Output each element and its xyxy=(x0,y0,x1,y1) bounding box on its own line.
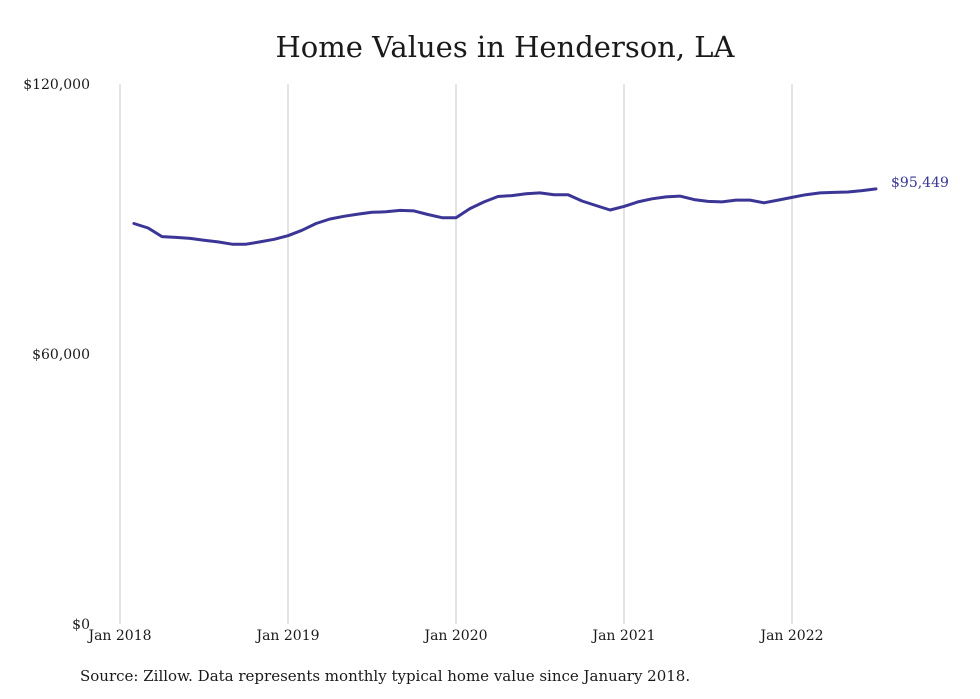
x-tick-label: Jan 2022 xyxy=(758,628,823,644)
x-tick-label: Jan 2020 xyxy=(422,628,487,644)
series-line xyxy=(132,187,878,246)
x-tick-label: Jan 2019 xyxy=(254,628,319,644)
x-tick-label: Jan 2018 xyxy=(86,628,151,644)
x-tick-label: Jan 2021 xyxy=(590,628,655,644)
y-tick-label: $60,000 xyxy=(32,347,90,363)
y-tick-label: $120,000 xyxy=(23,77,90,93)
y-tick-label: $0 xyxy=(72,617,90,633)
chart-title: Home Values in Henderson, LA xyxy=(275,30,735,64)
source-note: Source: Zillow. Data represents monthly … xyxy=(80,667,691,685)
end-value-label: $95,449 xyxy=(891,175,949,191)
